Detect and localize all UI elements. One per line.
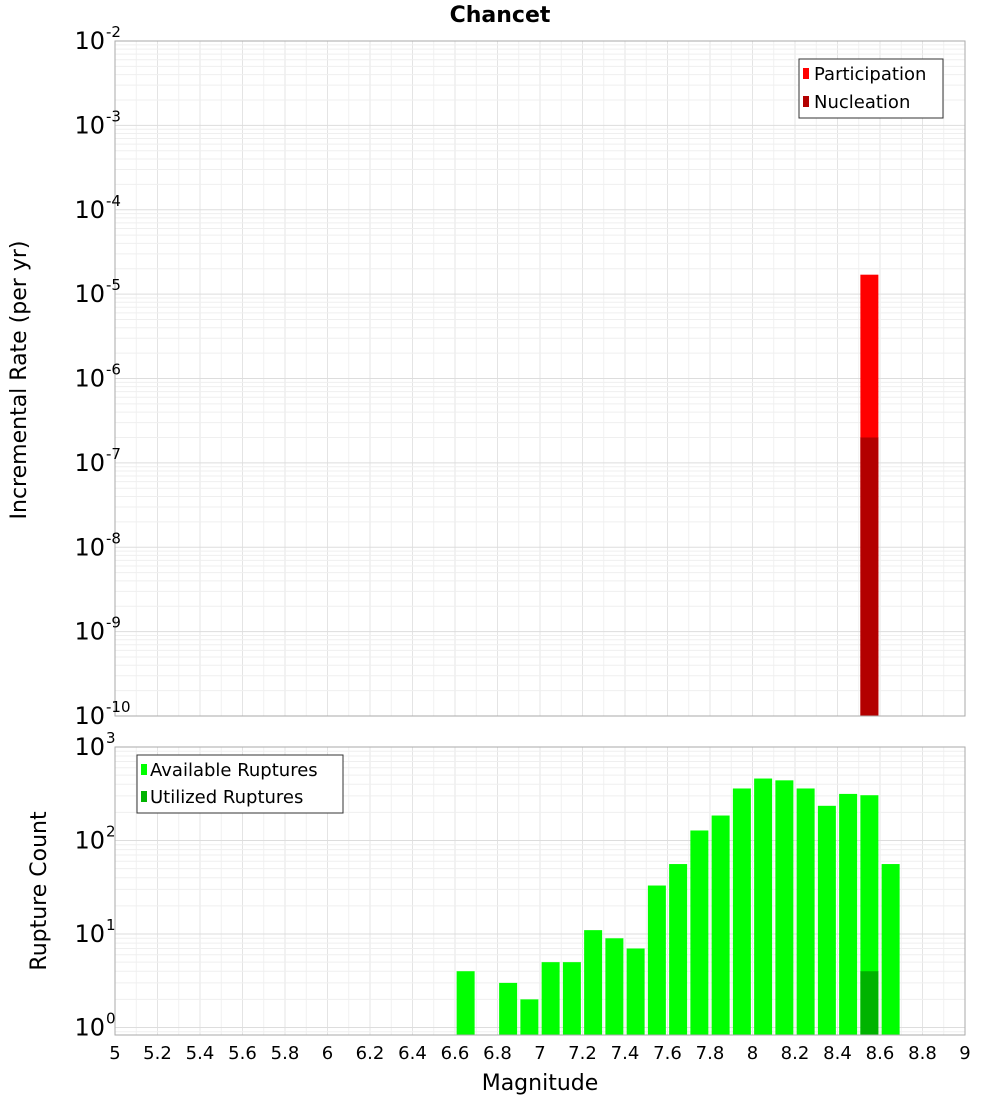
x-tick-label: 8.4 <box>823 1043 852 1064</box>
y-tick-exponent: -5 <box>106 276 121 294</box>
top-legend: Participation Nucleation <box>798 58 944 119</box>
y-tick-label: 10 <box>74 280 105 308</box>
bottom-legend-box <box>136 754 344 814</box>
top-gridlines <box>114 40 966 717</box>
y-tick-exponent: 1 <box>106 916 116 934</box>
y-tick-label: 10 <box>74 1014 105 1042</box>
y-tick-label: 10 <box>74 111 105 139</box>
x-tick-label: 8.2 <box>781 1043 810 1064</box>
bottom-y-axis-label: Rupture Count <box>27 811 52 971</box>
y-tick-label: 10 <box>74 27 105 55</box>
bar-available-ruptures <box>626 948 645 1035</box>
bar-available-ruptures <box>541 962 560 1035</box>
top-y-axis-label: Incremental Rate (per yr) <box>7 241 32 520</box>
bar-utilized-ruptures <box>860 971 879 1035</box>
bar-available-ruptures <box>711 815 730 1035</box>
y-tick-exponent: -8 <box>106 529 121 547</box>
x-tick-label: 7.8 <box>696 1043 725 1064</box>
bar-available-ruptures <box>775 780 794 1035</box>
y-tick-label: 10 <box>74 618 105 646</box>
legend-swatch-available <box>141 764 147 775</box>
bar-available-ruptures <box>796 788 815 1035</box>
y-tick-exponent: -9 <box>106 614 121 632</box>
bar-available-ruptures <box>605 938 624 1035</box>
bottom-legend: Available Ruptures Utilized Ruptures <box>136 754 344 814</box>
x-tick-label: 7 <box>534 1043 545 1064</box>
legend-swatch-nucleation <box>803 96 809 107</box>
x-tick-label: 8.6 <box>866 1043 895 1064</box>
chart-title: Chancet <box>450 3 551 28</box>
top-bars <box>860 274 879 716</box>
x-tick-label: 5.6 <box>228 1043 257 1064</box>
x-tick-label: 6.8 <box>483 1043 512 1064</box>
bar-available-ruptures <box>690 830 709 1035</box>
y-tick-label: 10 <box>74 365 105 393</box>
bar-nucleation <box>860 437 879 716</box>
bar-available-ruptures <box>499 982 518 1035</box>
x-tick-label: 5.8 <box>271 1043 300 1064</box>
legend-label-utilized: Utilized Ruptures <box>150 787 303 808</box>
y-tick-exponent: -4 <box>106 192 121 210</box>
bar-available-ruptures <box>817 805 836 1035</box>
top-legend-box <box>798 58 944 119</box>
bar-available-ruptures <box>456 971 475 1035</box>
bar-available-ruptures <box>881 864 900 1035</box>
y-tick-exponent: -2 <box>106 23 121 41</box>
y-tick-label: 10 <box>74 533 105 561</box>
y-tick-label: 10 <box>74 449 105 477</box>
bar-available-ruptures <box>754 778 773 1035</box>
top-panel: 10-210-310-410-510-610-710-810-910-10 In… <box>7 23 966 730</box>
x-tick-label: 6.4 <box>398 1043 427 1064</box>
y-tick-exponent: -6 <box>106 361 121 379</box>
bar-available-ruptures <box>562 962 581 1035</box>
x-tick-label: 6 <box>322 1043 333 1064</box>
x-tick-label: 5.4 <box>186 1043 215 1064</box>
x-tick-label: 8 <box>747 1043 758 1064</box>
x-tick-label: 5 <box>109 1043 120 1064</box>
y-tick-exponent: -7 <box>106 445 121 463</box>
x-tick-label: 5.2 <box>143 1043 172 1064</box>
x-tick-label: 8.8 <box>908 1043 937 1064</box>
legend-label-available: Available Ruptures <box>150 760 318 781</box>
bar-available-ruptures <box>520 999 539 1035</box>
x-tick-label: 9 <box>959 1043 970 1064</box>
legend-swatch-participation <box>803 68 809 79</box>
y-tick-exponent: 0 <box>106 1010 116 1028</box>
x-tick-label: 6.2 <box>356 1043 385 1064</box>
bar-available-ruptures <box>647 885 666 1035</box>
x-tick-label: 6.6 <box>441 1043 470 1064</box>
y-tick-exponent: 2 <box>106 823 116 841</box>
x-tick-label: 7.6 <box>653 1043 682 1064</box>
bottom-plot-border <box>114 746 966 1036</box>
bar-available-ruptures <box>584 930 603 1035</box>
legend-swatch-utilized <box>141 791 147 802</box>
legend-label-participation: Participation <box>814 64 926 85</box>
y-tick-exponent: 3 <box>106 729 116 747</box>
bar-available-ruptures <box>839 793 858 1035</box>
x-axis-label: Magnitude <box>482 1071 599 1096</box>
y-tick-label: 10 <box>74 733 105 761</box>
x-tick-label: 7.4 <box>611 1043 640 1064</box>
top-y-tick-labels: 10-210-310-410-510-610-710-810-910-10 <box>74 23 130 730</box>
bar-available-ruptures <box>732 788 751 1035</box>
y-tick-exponent: -10 <box>106 698 131 716</box>
bar-available-ruptures <box>669 864 688 1035</box>
y-tick-label: 10 <box>74 702 105 730</box>
y-tick-label: 10 <box>74 827 105 855</box>
y-tick-label: 10 <box>74 196 105 224</box>
legend-label-nucleation: Nucleation <box>814 92 910 113</box>
y-tick-label: 10 <box>74 920 105 948</box>
top-plot-border <box>114 40 966 717</box>
y-tick-exponent: -3 <box>106 107 121 125</box>
bottom-bars <box>456 778 900 1035</box>
x-tick-labels: 5 5.2 5.4 5.6 5.8 6 6.2 6.4 6.6 6.8 7 7.2 7.4 7.6 7.8 8… <box>109 1043 970 1064</box>
x-tick-label: 7.2 <box>568 1043 597 1064</box>
